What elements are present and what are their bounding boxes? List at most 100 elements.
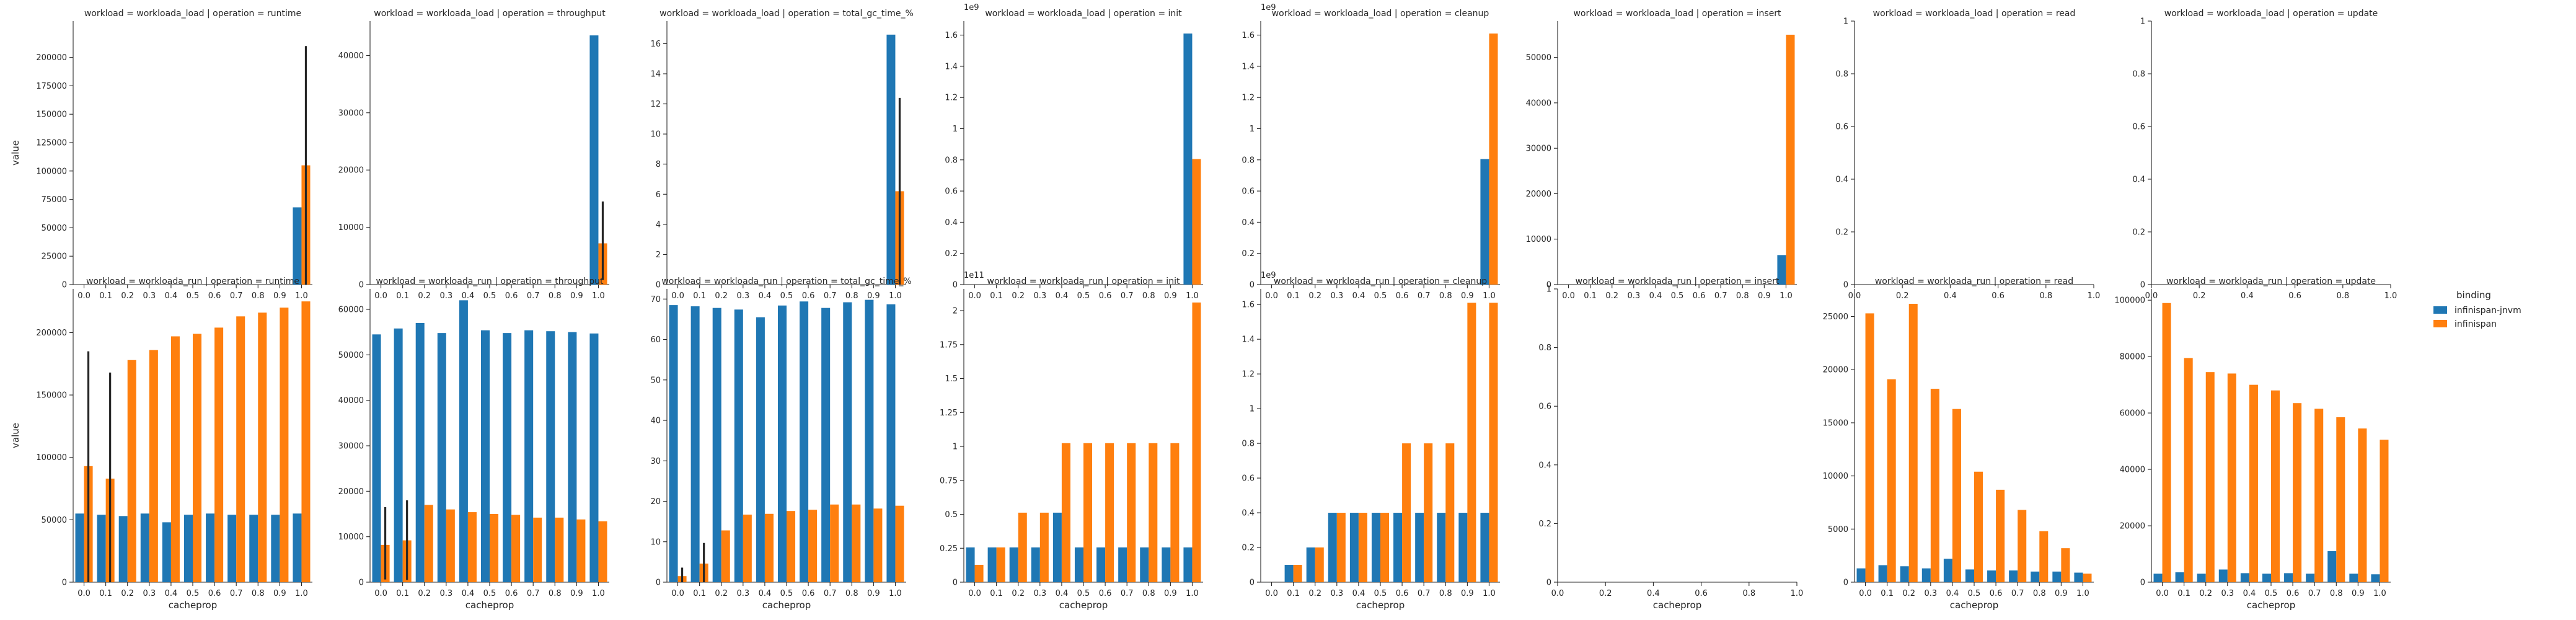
x-tick-label: 0.3: [143, 291, 156, 301]
y-tick-label: 1: [2140, 17, 2145, 27]
bar: [721, 530, 730, 582]
x-tick-label: 0.1: [1584, 291, 1597, 301]
y-tick-label: 30000: [338, 442, 364, 451]
x-tick-label: 0.6: [802, 589, 815, 598]
bar: [873, 508, 883, 582]
y-tick-label: 200000: [36, 329, 67, 338]
y-tick-label: 20: [650, 497, 661, 507]
x-tick-label: 0.4: [1944, 291, 1957, 301]
bar: [669, 305, 678, 582]
facet-title: workload = workloada_load | operation = …: [84, 9, 301, 19]
y-tick-label: 0: [2140, 281, 2145, 290]
y-tick-label: 20000: [338, 487, 364, 497]
y-tick-label: 60000: [338, 306, 364, 315]
bar: [1415, 513, 1424, 582]
x-axis-label: cacheprop: [1059, 600, 1108, 611]
bar: [1996, 489, 2005, 582]
y-tick-label: 1.6: [1242, 301, 1255, 310]
bar: [1965, 569, 1974, 582]
y-tick-label: 40: [650, 417, 661, 426]
y-tick-label: 1: [1843, 17, 1848, 27]
y-tick-label: 0.6: [945, 187, 958, 197]
x-tick-label: 0.2: [1599, 589, 1612, 598]
bar: [1458, 513, 1468, 582]
bar: [372, 334, 381, 582]
y-tick-label: 10000: [1526, 235, 1551, 244]
bar: [598, 521, 607, 582]
x-tick-label: 0.7: [2011, 589, 2024, 598]
x-tick-label: 0.8: [845, 291, 858, 301]
legend-swatch: [2433, 320, 2447, 327]
bar: [424, 505, 433, 582]
facet-title: workload = workloada_load | operation = …: [985, 9, 1182, 19]
y-tick-label: 20000: [2120, 522, 2145, 531]
x-tick-label: 0.7: [1418, 589, 1431, 598]
facet-panel: workload = workloada_run | operation = t…: [338, 277, 609, 611]
x-tick-label: 0.7: [824, 291, 837, 301]
x-tick-label: 0.7: [824, 589, 837, 598]
y-tick-label: 30000: [1526, 144, 1551, 154]
bar: [1865, 313, 1874, 582]
bar: [394, 328, 403, 582]
facet-panel: workload = workloada_run | operation = t…: [650, 277, 911, 611]
bar: [886, 304, 896, 582]
bar: [1031, 547, 1040, 582]
x-tick-label: 0.3: [1924, 589, 1937, 598]
x-tick-label: 0.4: [462, 589, 475, 598]
bar: [1183, 547, 1193, 582]
y-tick-label: 1: [1250, 405, 1255, 414]
x-tick-label: 0.0: [374, 291, 387, 301]
x-tick-label: 0.2: [418, 589, 431, 598]
facet-panel: workload = workloada_load | operation = …: [1242, 3, 1500, 301]
x-tick-label: 0.8: [1736, 291, 1749, 301]
x-tick-label: 0.9: [273, 291, 286, 301]
bar: [1467, 303, 1476, 582]
x-tick-label: 0.2: [1308, 589, 1321, 598]
bar: [1315, 547, 1324, 582]
y-tick-label: 1.4: [1242, 335, 1255, 345]
x-tick-label: 0.6: [1693, 291, 1706, 301]
x-tick-label: 0.4: [165, 589, 178, 598]
bar: [467, 512, 477, 582]
x-tick-label: 0.8: [549, 589, 562, 598]
x-tick-label: 0.1: [99, 589, 112, 598]
facet-panel: workload = workloada_run | operation = r…: [10, 277, 312, 611]
y-tick-label: 40000: [2120, 466, 2145, 475]
x-tick-label: 0.5: [1968, 589, 1981, 598]
y-tick-label: 4: [656, 220, 661, 229]
bar: [459, 300, 468, 582]
bar: [1192, 302, 1201, 582]
facet-panel: workload = workloada_load | operation = …: [650, 9, 913, 301]
y-tick-label: 0.2: [1835, 228, 1848, 237]
y-tick-label: 60: [650, 335, 661, 345]
x-tick-label: 0.4: [1056, 291, 1069, 301]
y-tick-label: 0: [2140, 578, 2145, 588]
facet-title: workload = workloada_load | operation = …: [1873, 9, 2076, 19]
x-tick-label: 0.7: [2308, 589, 2321, 598]
y-tick-label: 15000: [1823, 418, 1848, 428]
legend-swatch: [2433, 306, 2447, 314]
y-tick-label: 0.4: [945, 218, 958, 228]
bar: [576, 519, 586, 582]
x-tick-label: 0.2: [1012, 291, 1025, 301]
x-tick-label: 0.4: [1649, 291, 1662, 301]
x-tick-label: 0.5: [2265, 589, 2278, 598]
bar: [1786, 34, 1795, 285]
y-tick-label: 0.6: [1242, 187, 1255, 197]
x-tick-label: 0.4: [462, 291, 475, 301]
bar: [974, 564, 984, 582]
facet-title: workload = workloada_run | operation = t…: [661, 277, 911, 286]
x-tick-label: 0.4: [1352, 291, 1365, 301]
y-tick-label: 0.25: [940, 544, 958, 554]
bar: [1489, 33, 1498, 285]
y-tick-label: 175000: [36, 82, 67, 91]
x-tick-label: 0.3: [1033, 291, 1046, 301]
facet-panel: workload = workloada_load | operation = …: [2132, 9, 2397, 301]
y-tick-label: 0: [359, 578, 364, 588]
x-tick-label: 0.0: [77, 291, 90, 301]
x-tick-label: 0.0: [374, 589, 387, 598]
x-tick-label: 0.6: [1695, 589, 1708, 598]
x-tick-label: 0.4: [1056, 589, 1069, 598]
bar: [1878, 565, 1887, 582]
bar: [280, 308, 289, 582]
